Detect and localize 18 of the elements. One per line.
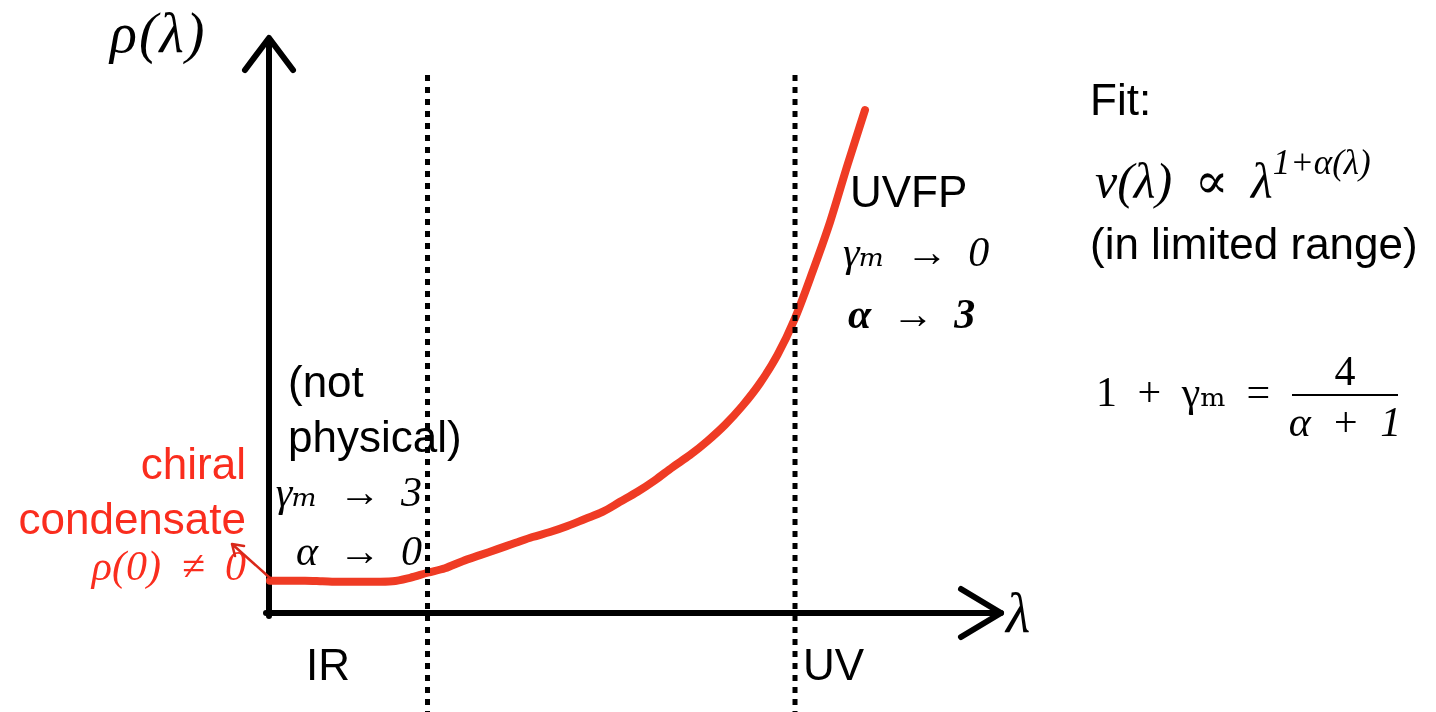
text: chiral condensate xyxy=(18,438,247,545)
annotation: (not physical) xyxy=(288,356,462,463)
text: (in limited range) xyxy=(1090,218,1418,270)
annotation: α → 3 xyxy=(848,290,976,339)
annotation: UVFP xyxy=(850,166,968,218)
text: ρ(0) ≠ 0 xyxy=(91,542,246,591)
text: α + 1 xyxy=(1288,398,1402,447)
x-axis-title: λ xyxy=(1006,581,1033,646)
annotation: γₘ → 0 xyxy=(843,228,990,277)
annotation: α → 0 xyxy=(295,527,422,576)
text: 4 xyxy=(1334,347,1356,396)
y-axis-title: ρ(λ) xyxy=(110,1,207,66)
text: IR xyxy=(306,639,350,691)
text: ν(λ) ∝ λ$^{1+α(λ)}$ xyxy=(1095,142,1371,211)
text: UV xyxy=(803,639,865,691)
text: 1 + γₘ = xyxy=(1096,368,1271,417)
annotation: γₘ → 3 xyxy=(275,468,422,517)
text: Fit: xyxy=(1090,74,1152,126)
